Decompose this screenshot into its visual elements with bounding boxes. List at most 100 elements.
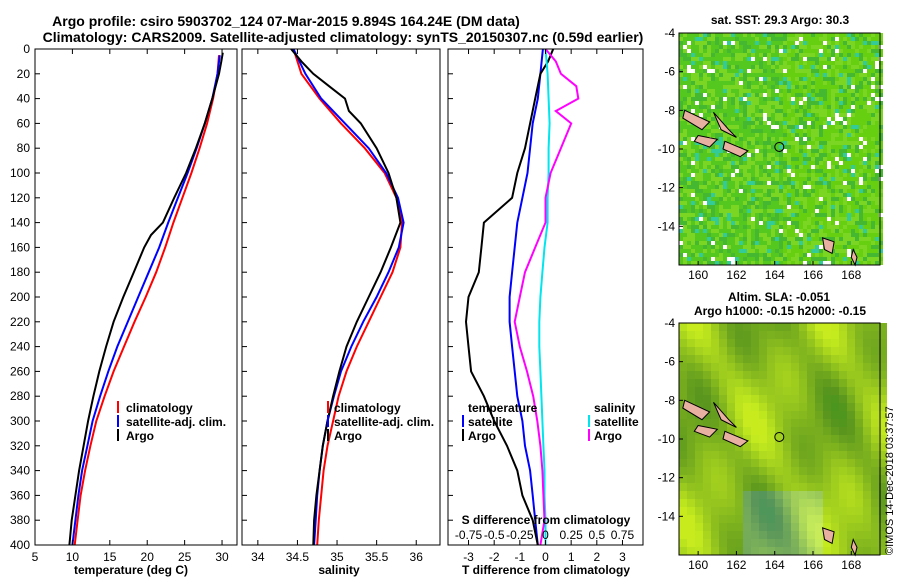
map-cell [811,37,815,41]
map-cell [827,225,831,229]
map-cell [815,257,819,261]
map-cell [807,355,815,363]
map-cell [875,153,879,157]
map-cell [879,193,883,197]
map-cell [819,193,823,197]
map-cell [875,249,879,253]
map-cell [847,531,855,539]
map-cell [847,491,855,499]
map-cell [831,153,835,157]
map-cell [791,153,795,157]
map-cell [863,33,867,37]
map-cell [775,77,779,81]
map-cell [807,245,811,249]
map-cell [683,165,687,169]
map-cell [743,81,747,85]
map-cell [879,81,883,85]
map-cell [739,141,743,145]
map-cell [707,33,711,37]
map-cell [747,213,751,217]
map-cell [791,121,795,125]
map-cell [823,69,827,73]
map-cell [719,253,723,257]
map-cell [751,153,755,157]
map-cell [751,37,755,41]
map-cell [831,491,839,499]
map-cell [759,101,763,105]
map-cell [755,233,759,237]
map-cell [687,539,695,547]
map-cell [779,253,783,257]
map-cell [699,205,703,209]
map-cell [775,129,779,133]
map-cell [831,173,835,177]
map-cell [715,217,719,221]
map-cell [687,245,691,249]
map-cell [863,411,871,419]
map-cell [835,205,839,209]
map-cell [755,45,759,49]
map-cell [839,403,847,411]
map-cell [835,117,839,121]
map-cell [823,257,827,261]
map-cell [727,387,735,395]
map-cell [703,261,707,265]
map-cell [683,249,687,253]
map-cell [703,213,707,217]
map-cell [831,213,835,217]
map-cell [755,201,759,205]
map-cell [791,253,795,257]
map-cell [787,121,791,125]
map-cell [863,245,867,249]
map-cell [815,347,823,355]
map-cell [851,105,855,109]
map-cell [791,69,795,73]
map-cell [759,209,763,213]
map-cell [683,197,687,201]
map-cell [815,419,823,427]
map-cell [847,125,851,129]
map-cell [863,45,867,49]
map-cell [723,181,727,185]
map-cell [707,49,711,53]
map-cell [839,69,843,73]
map-cell [683,169,687,173]
map-cell [739,65,743,69]
map-cell [687,161,691,165]
map-cell [711,145,715,149]
map-cell [855,371,863,379]
map-cell [775,249,779,253]
map-cell [831,515,839,523]
map-cell [855,149,859,153]
map-cell [739,205,743,209]
map-cell [871,379,879,387]
map-cell [799,419,807,427]
map-cell [819,101,823,105]
map-cell [839,181,843,185]
map-cell [811,257,815,261]
map-cell [731,81,735,85]
map-cell [827,45,831,49]
map-cell [879,73,883,77]
map-cell [843,149,847,153]
map-cell [719,499,727,507]
map-cell [743,141,747,145]
map-cell [795,209,799,213]
map-cell [775,245,779,249]
map-cell [819,93,823,97]
map-cell [863,193,867,197]
map-cell [683,137,687,141]
map-cell [799,73,803,77]
map-cell [747,261,751,265]
map-cell [795,141,799,145]
map-cell [755,125,759,129]
map-cell [679,73,683,77]
map-cell [807,61,811,65]
map-cell [847,523,855,531]
map-cell [815,173,819,177]
map-cell [699,253,703,257]
map-cell [679,57,683,61]
map-cell [799,85,803,89]
map-cell [787,81,791,85]
map-cell [751,121,755,125]
